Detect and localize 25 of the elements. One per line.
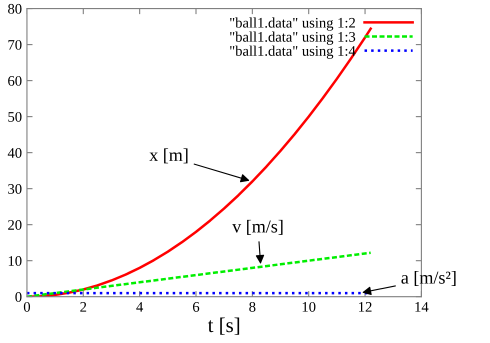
y-tick-label: 10 <box>8 256 22 266</box>
x-axis-title: t [s] <box>208 318 240 335</box>
x-tick-label: 8 <box>249 302 256 312</box>
y-tick-label: 50 <box>8 112 22 122</box>
legend-label: "ball1.data" using 1:4 <box>230 46 356 59</box>
x-tick-label: 6 <box>192 302 200 312</box>
annotation: v [m/s] <box>232 220 283 235</box>
x-tick-label: 2 <box>80 302 86 312</box>
y-tick-label: 0 <box>15 292 22 302</box>
line-series <box>26 252 372 297</box>
y-tick-label: 60 <box>8 76 22 86</box>
x-tick-label: 12 <box>359 302 372 312</box>
x-tick-label: 0 <box>24 302 30 312</box>
y-tick-label: 80 <box>8 4 22 14</box>
legend-label: "ball1.data" using 1:2 <box>230 17 355 31</box>
annotation: x [m] <box>149 148 188 164</box>
y-tick-label: 70 <box>8 40 22 50</box>
y-tick-label: 20 <box>8 220 22 230</box>
x-tick-label: 10 <box>302 302 316 312</box>
x-tick-label: 4 <box>136 302 144 312</box>
y-tick-label: 30 <box>8 184 22 194</box>
x-tick-label: 14 <box>415 302 428 312</box>
annotation: a [m/s²] <box>401 271 456 286</box>
y-tick-label: 40 <box>8 148 22 158</box>
legend-label: "ball1.data" using 1:3 <box>230 32 356 45</box>
